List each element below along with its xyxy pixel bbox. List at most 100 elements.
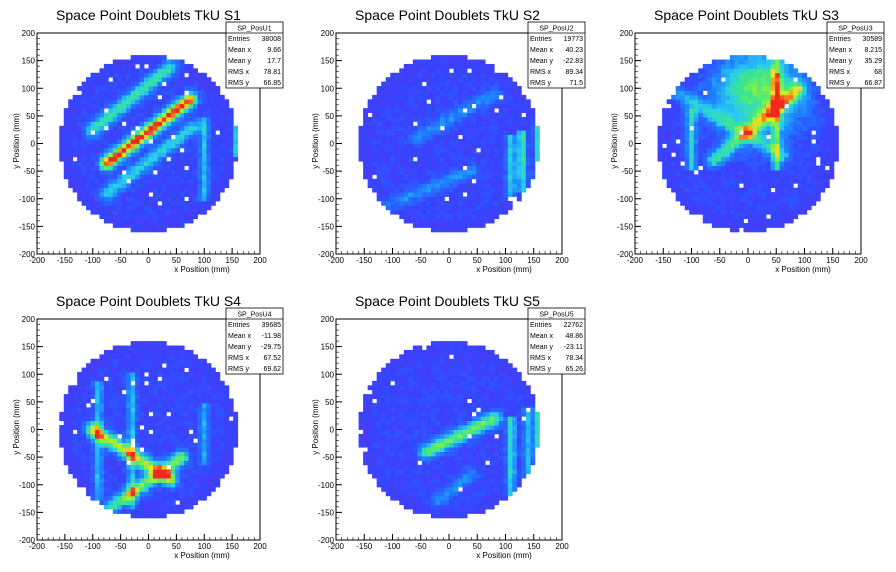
heatmap-cell <box>77 161 82 166</box>
heatmap-cell <box>152 90 158 96</box>
heatmap-cell <box>148 345 154 351</box>
heatmap-cell <box>399 130 405 136</box>
heatmap-cell <box>197 108 203 113</box>
heatmap-cell <box>738 103 744 109</box>
heatmap-cell <box>815 99 821 105</box>
heatmap-cell <box>86 192 91 197</box>
heatmap-cell <box>117 99 123 105</box>
heatmap-cell <box>820 174 826 180</box>
heatmap-cell <box>770 209 776 215</box>
heatmap-cell <box>680 183 686 189</box>
heatmap-cell <box>498 178 504 184</box>
heatmap-cell <box>112 90 118 96</box>
heatmap-cell <box>86 77 91 83</box>
y-axis-label: y Position (mm) <box>311 113 320 169</box>
heatmap-cell <box>698 178 704 184</box>
heatmap-cell <box>86 165 91 171</box>
heatmap-cell <box>462 55 468 60</box>
heatmap-cell <box>467 103 472 109</box>
heatmap-cell <box>806 156 812 162</box>
stats-label: RMS y <box>530 80 552 87</box>
heatmap-cell <box>90 385 96 391</box>
heatmap-cell <box>103 134 109 140</box>
heatmap-cell <box>63 442 69 448</box>
heatmap-cell <box>471 223 477 228</box>
heatmap-cell <box>512 121 518 127</box>
heatmap-cell <box>480 187 486 193</box>
heatmap-cell <box>152 139 158 144</box>
heatmap-cell <box>480 196 486 202</box>
heatmap-cell <box>112 134 118 140</box>
heatmap-cell <box>139 456 145 461</box>
heatmap-cell <box>99 103 105 109</box>
heatmap-cell <box>197 174 203 180</box>
heatmap-cell <box>117 112 123 118</box>
heatmap-cell <box>157 187 163 193</box>
heatmap-cell <box>675 161 681 166</box>
heatmap-cell <box>684 99 690 105</box>
heatmap-cell <box>157 86 163 91</box>
heatmap-cell <box>117 161 123 166</box>
heatmap-cell <box>779 209 785 215</box>
heatmap-cell <box>534 139 540 144</box>
heatmap-cell <box>829 108 835 113</box>
heatmap-cell <box>135 86 140 91</box>
heatmap-cell <box>179 165 185 171</box>
heatmap-cell <box>453 134 459 140</box>
heatmap-cell <box>385 99 391 105</box>
heatmap-cell <box>385 125 391 131</box>
heatmap-cell <box>81 152 87 158</box>
heatmap-cell <box>757 152 762 158</box>
heatmap-cell <box>108 398 114 404</box>
heatmap-cell <box>734 94 740 100</box>
heatmap-cell <box>748 209 753 215</box>
heatmap-cell <box>139 469 145 475</box>
heatmap-cell <box>444 77 450 83</box>
heatmap-cell <box>175 121 181 127</box>
heatmap-cell <box>385 134 391 140</box>
heatmap-cell <box>210 183 216 189</box>
heatmap-cell <box>489 183 495 189</box>
heatmap-cell <box>462 218 468 224</box>
heatmap-cell <box>202 170 207 175</box>
heatmap-cell <box>372 112 378 118</box>
heatmap-cell <box>68 394 74 399</box>
heatmap-cell <box>108 196 114 202</box>
heatmap-cell <box>135 460 140 466</box>
heatmap-cell <box>108 72 114 78</box>
heatmap-cell <box>489 112 495 118</box>
heatmap-cell <box>161 214 167 220</box>
heatmap-cell <box>179 214 185 220</box>
heatmap-cell <box>161 398 167 404</box>
heatmap-cell <box>157 125 163 131</box>
heatmap-cell <box>90 460 96 466</box>
heatmap-cell <box>421 152 427 158</box>
heatmap-cell <box>833 134 839 140</box>
heatmap-cell <box>233 139 239 144</box>
heatmap-cell <box>210 94 216 100</box>
heatmap-cell <box>449 112 454 118</box>
heatmap-cell <box>152 125 158 131</box>
heatmap-cell <box>90 380 96 386</box>
heatmap-cell <box>421 108 427 113</box>
heatmap-cell <box>376 156 382 162</box>
heatmap-cell <box>215 125 221 131</box>
heatmap-cell <box>157 509 163 514</box>
heatmap-cell <box>139 358 145 364</box>
heatmap-cell <box>224 156 230 162</box>
heatmap-cell <box>121 68 127 74</box>
heatmap-cell <box>103 192 109 197</box>
heatmap-cell <box>507 156 513 162</box>
heatmap-cells <box>657 55 839 233</box>
heatmap-cell <box>748 63 753 69</box>
heatmap-cell <box>684 121 690 127</box>
heatmap-cell <box>86 473 91 479</box>
heatmap-cell <box>135 349 140 355</box>
heatmap-cell <box>729 209 735 215</box>
heatmap-cell <box>458 116 463 122</box>
heatmap-cell <box>381 183 387 189</box>
heatmap-cell <box>702 200 708 206</box>
heatmap-cell <box>103 63 109 69</box>
heatmap-cell <box>657 143 663 149</box>
heatmap-cell <box>72 112 78 118</box>
